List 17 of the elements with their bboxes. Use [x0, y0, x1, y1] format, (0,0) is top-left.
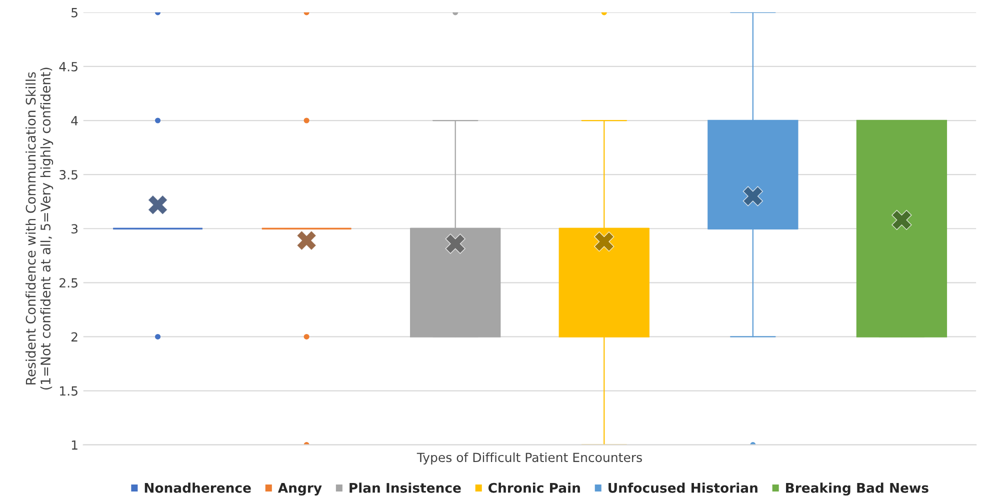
x-axis-title: Types of Difficult Patient Encounters	[416, 452, 642, 465]
y-tick-label: 3	[72, 224, 78, 234]
y-tick-label: 2.5	[60, 278, 78, 288]
y-tick-label: 4.5	[59, 62, 78, 72]
y-tick-label: 4	[71, 116, 78, 126]
legend-label: Chronic Pain	[488, 482, 580, 493]
y-tick-label: 1	[72, 440, 78, 450]
legend-label: Breaking Bad News	[786, 482, 928, 496]
y-tick-label: 1.5	[60, 386, 78, 396]
y-tick-label: 3.5	[60, 170, 78, 180]
y-tick-label: 5	[72, 8, 78, 18]
y-axis-title: Resident Confidence with Communication Skills (1=Not confident at all, 5=Very highly confident)	[26, 68, 54, 390]
legend-label: Unfocused Historian	[608, 482, 758, 493]
legend-label: Plan Insistence	[350, 482, 461, 493]
y-tick-label: 2	[71, 332, 78, 342]
legend-label: Nonadherence	[144, 482, 251, 493]
legend-label: Angry	[278, 483, 322, 496]
